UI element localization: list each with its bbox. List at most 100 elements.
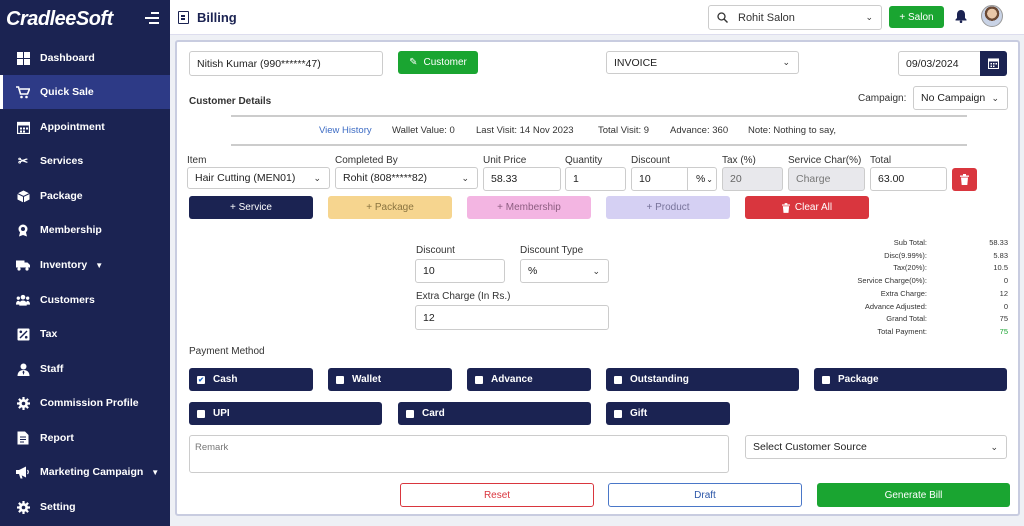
clear-all-button[interactable]: Clear All: [745, 196, 869, 219]
sidebar-item-staff[interactable]: Staff: [0, 352, 170, 386]
scissors-icon: ✂: [17, 154, 29, 168]
add-package-button[interactable]: + Package: [328, 196, 452, 219]
payment-wallet[interactable]: Wallet: [328, 368, 452, 391]
date-field[interactable]: 09/03/2024: [898, 51, 981, 76]
invoice-type-select[interactable]: INVOICE ⌄: [606, 51, 799, 74]
discount-unit-select[interactable]: % ⌄: [687, 167, 717, 191]
view-history-link[interactable]: View History: [319, 125, 372, 136]
draft-button[interactable]: Draft: [608, 483, 802, 507]
sidebar-item-package[interactable]: Package: [0, 179, 170, 213]
bill-discount-field[interactable]: 10: [415, 259, 505, 283]
chevron-down-icon: ⌄: [313, 172, 321, 183]
add-product-button[interactable]: + Product: [606, 196, 730, 219]
chevron-down-icon: ▼: [95, 260, 104, 270]
checkbox-checked-icon[interactable]: ✔: [197, 375, 205, 384]
summary-value: 75: [999, 314, 1008, 324]
checkbox-icon[interactable]: [406, 409, 414, 418]
payment-outstanding[interactable]: Outstanding: [606, 368, 799, 391]
sidebar-item-label: Staff: [40, 363, 64, 375]
top-bar: Billing Rohit Salon ⌄ + Salon: [170, 0, 1024, 35]
megaphone-icon: [16, 465, 30, 479]
payment-gift[interactable]: Gift: [606, 402, 730, 425]
box-icon: [16, 189, 30, 203]
completed-by-select[interactable]: Rohit (808*****82) ⌄: [335, 167, 478, 189]
sidebar-item-tax[interactable]: Tax: [0, 317, 170, 351]
cart-icon: [16, 85, 30, 99]
checkbox-icon[interactable]: [614, 375, 622, 384]
checkbox-icon[interactable]: [475, 375, 483, 384]
chevron-down-icon: ⌄: [461, 172, 469, 183]
trash-icon: [960, 174, 969, 185]
add-service-button[interactable]: + Service: [189, 196, 313, 219]
generate-bill-button[interactable]: Generate Bill: [817, 483, 1010, 507]
item-value: Hair Cutting (MEN01): [195, 172, 296, 184]
sidebar-item-inventory[interactable]: Inventory ▼: [0, 248, 170, 282]
sidebar: CradleeSoft Dashboard Quick Sale Appoint…: [0, 0, 170, 526]
unit-price-value: 58.33: [491, 173, 518, 185]
quantity-value: 1: [573, 173, 579, 185]
truck-icon: [16, 258, 30, 272]
bell-icon[interactable]: [954, 9, 968, 23]
salon-select[interactable]: Rohit Salon ⌄: [708, 5, 882, 30]
payment-upi[interactable]: UPI: [189, 402, 382, 425]
payment-card[interactable]: Card: [398, 402, 591, 425]
chevron-down-icon: ⌄: [990, 441, 998, 452]
sidebar-item-marketing-campaign[interactable]: Marketing Campaign ▼: [0, 455, 170, 489]
delete-item-button[interactable]: [952, 168, 977, 191]
payment-advance[interactable]: Advance: [467, 368, 591, 391]
total-value: 63.00: [878, 173, 905, 185]
avatar[interactable]: [981, 5, 1003, 27]
discount-field[interactable]: 10: [631, 167, 688, 191]
customer-source-select[interactable]: Select Customer Source ⌄: [745, 435, 1007, 459]
discount-type-value: %: [528, 265, 538, 277]
sidebar-item-services[interactable]: ✂ Services: [0, 144, 170, 178]
campaign-select[interactable]: No Campaign ⌄: [913, 86, 1008, 110]
chevron-down-icon: ⌄: [782, 57, 790, 67]
checkbox-icon[interactable]: [614, 409, 622, 418]
summary-label: Extra Charge:: [880, 288, 927, 298]
total-field[interactable]: 63.00: [870, 167, 947, 191]
sidebar-item-label: Dashboard: [40, 52, 95, 64]
sidebar-item-commission-profile[interactable]: Commission Profile: [0, 386, 170, 420]
completed-by-header: Completed By: [335, 155, 398, 166]
customer-button[interactable]: ✎ Customer: [398, 51, 478, 74]
payment-package[interactable]: Package: [814, 368, 1007, 391]
sidebar-item-quick-sale[interactable]: Quick Sale: [0, 75, 170, 109]
customer-field[interactable]: Nitish Kumar (990******47): [189, 51, 383, 76]
page-title-text: Billing: [197, 10, 237, 25]
users-icon: [16, 293, 30, 307]
sidebar-item-report[interactable]: Report: [0, 421, 170, 455]
checkbox-icon[interactable]: [822, 375, 830, 384]
discount-type-select[interactable]: % ⌄: [520, 259, 609, 283]
customer-note: Note: Nothing to say,: [748, 125, 837, 136]
extra-charge-field[interactable]: 12: [415, 305, 609, 330]
service-charge-field: Charge: [788, 167, 865, 191]
sidebar-item-membership[interactable]: Membership: [0, 213, 170, 247]
service-charge-placeholder: Charge: [796, 173, 831, 185]
add-membership-button[interactable]: + Membership: [467, 196, 591, 219]
sidebar-item-dashboard[interactable]: Dashboard: [0, 41, 170, 75]
reset-button[interactable]: Reset: [400, 483, 594, 507]
checkbox-icon[interactable]: [336, 375, 344, 384]
menu-toggle-icon[interactable]: [145, 12, 159, 24]
summary-value: 75: [999, 326, 1008, 336]
checkbox-icon[interactable]: [197, 409, 205, 418]
summary-label: Tax(20%):: [893, 263, 927, 273]
add-salon-button[interactable]: + Salon: [889, 6, 944, 28]
sidebar-item-label: Quick Sale: [40, 86, 94, 98]
sidebar-item-appointment[interactable]: Appointment: [0, 110, 170, 144]
payment-label: UPI: [213, 408, 230, 419]
item-select[interactable]: Hair Cutting (MEN01) ⌄: [187, 167, 330, 189]
quantity-field[interactable]: 1: [565, 167, 626, 191]
payment-cash[interactable]: ✔ Cash: [189, 368, 313, 391]
advance-value: Advance: 360: [670, 125, 729, 136]
payment-label: Advance: [491, 374, 533, 385]
remark-textarea[interactable]: Remark: [189, 435, 729, 473]
customer-history-bar: View History Wallet Value: 0 Last Visit:…: [231, 115, 967, 146]
unit-price-field[interactable]: 58.33: [483, 167, 561, 191]
brand-logo[interactable]: CradleeSoft: [0, 0, 170, 38]
sidebar-item-label: Membership: [40, 224, 102, 236]
sidebar-item-setting[interactable]: Setting: [0, 490, 170, 524]
calendar-button[interactable]: [980, 51, 1007, 76]
sidebar-item-customers[interactable]: Customers: [0, 283, 170, 317]
